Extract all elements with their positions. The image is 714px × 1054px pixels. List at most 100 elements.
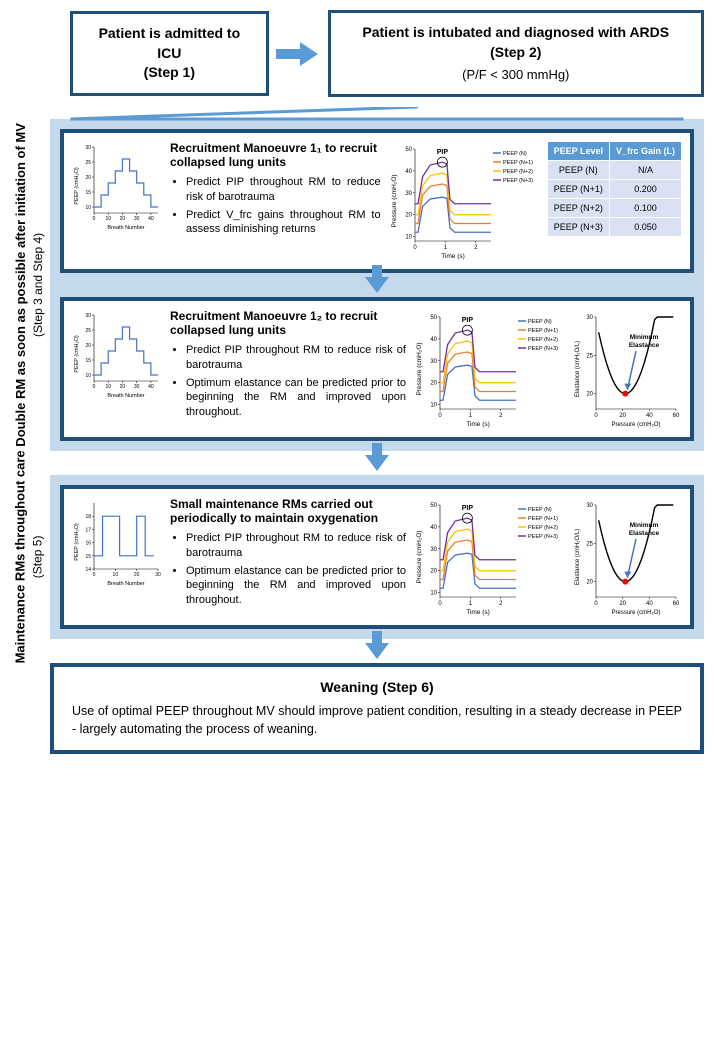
svg-text:0: 0 bbox=[594, 601, 598, 607]
peep-gain-table: PEEP Level V_frc Gain (L) PEEP (N)N/A PE… bbox=[547, 141, 682, 237]
arrow-right-icon bbox=[300, 42, 318, 66]
maintenance-section: Maintenance RMs throughout care (Step 5)… bbox=[10, 475, 704, 639]
svg-text:Elastance (cmH₂O/L): Elastance (cmH₂O/L) bbox=[575, 529, 581, 585]
table-cell: 0.050 bbox=[609, 218, 681, 237]
stage1-bullet2: Predict V_frc gains throughout RM to ass… bbox=[186, 208, 381, 237]
slash-connector bbox=[50, 109, 704, 119]
svg-text:50: 50 bbox=[430, 503, 437, 509]
svg-text:Elastance: Elastance bbox=[629, 342, 660, 349]
svg-text:15: 15 bbox=[85, 554, 91, 560]
stage3-title: Small maintenance RMs carried out period… bbox=[170, 497, 406, 525]
svg-text:50: 50 bbox=[405, 147, 412, 153]
svg-text:Time (s): Time (s) bbox=[441, 253, 465, 260]
svg-text:Pressure (cmH₂O): Pressure (cmH₂O) bbox=[612, 422, 661, 428]
side-label-double-rm-sub: (Step 3 and Step 4) bbox=[31, 233, 45, 337]
svg-text:Pressure (cmH₂O): Pressure (cmH₂O) bbox=[612, 610, 661, 616]
svg-text:20: 20 bbox=[85, 175, 91, 181]
table-cell: PEEP (N+1) bbox=[547, 180, 609, 199]
stage1-box: 1015202530010203040PEEP (cmH₂O)Breath Nu… bbox=[60, 129, 694, 273]
table-h2: V_frc Gain (L) bbox=[609, 142, 681, 161]
arrow-down-icon bbox=[365, 643, 389, 659]
side-label-maintenance-main: Maintenance RMs throughout care bbox=[13, 451, 28, 664]
svg-text:10: 10 bbox=[85, 205, 91, 211]
side-label-maintenance-sub: (Step 5) bbox=[31, 536, 45, 579]
weaning-title: Weaning (Step 6) bbox=[72, 679, 682, 695]
stage1-pressure-chart: 1020304050012Pressure (cmH₂O)Time (s)PIP… bbox=[389, 141, 539, 261]
svg-text:PEEP (N+2): PEEP (N+2) bbox=[528, 337, 558, 343]
stage2-mini-chart: 1015202530010203040PEEP (cmH₂O)Breath Nu… bbox=[72, 309, 162, 399]
svg-text:PEEP (N+2): PEEP (N+2) bbox=[528, 525, 558, 531]
step1-box: Patient is admitted to ICU (Step 1) bbox=[70, 11, 269, 96]
svg-text:0: 0 bbox=[413, 245, 417, 251]
stage2-text: Recruitment Manoeuvre 1₂ to recruit coll… bbox=[170, 309, 406, 422]
svg-text:25: 25 bbox=[85, 328, 91, 334]
stage1-mini-chart: 1015202530010203040PEEP (cmH₂O)Breath Nu… bbox=[72, 141, 162, 231]
stage3-box: 14151617180102030PEEP (cmH₂O)Breath Numb… bbox=[60, 485, 694, 629]
svg-text:40: 40 bbox=[646, 413, 653, 419]
svg-text:PIP: PIP bbox=[462, 506, 474, 513]
svg-text:10: 10 bbox=[430, 403, 437, 409]
svg-text:20: 20 bbox=[619, 601, 626, 607]
svg-text:25: 25 bbox=[586, 542, 593, 548]
svg-text:40: 40 bbox=[430, 337, 437, 343]
svg-text:17: 17 bbox=[85, 528, 91, 534]
stage3-elastance-chart: 2025300204060Elastance (cmH₂O/L)Pressure… bbox=[572, 497, 682, 617]
svg-text:PIP: PIP bbox=[436, 150, 448, 157]
svg-text:10: 10 bbox=[105, 384, 111, 390]
step2-box: Patient is intubated and diagnosed with … bbox=[328, 10, 704, 97]
svg-text:PEEP (N+2): PEEP (N+2) bbox=[503, 169, 533, 175]
stage3-text: Small maintenance RMs carried out period… bbox=[170, 497, 406, 610]
arrow-down-icon bbox=[365, 277, 389, 293]
svg-text:1: 1 bbox=[469, 601, 473, 607]
svg-text:10: 10 bbox=[85, 373, 91, 379]
svg-text:14: 14 bbox=[85, 567, 91, 573]
svg-text:PIP: PIP bbox=[462, 318, 474, 325]
svg-text:30: 30 bbox=[430, 359, 437, 365]
svg-text:20: 20 bbox=[85, 343, 91, 349]
step1-sub: (Step 1) bbox=[91, 63, 248, 83]
svg-text:Pressure (cmH₂O): Pressure (cmH₂O) bbox=[391, 175, 398, 228]
svg-text:30: 30 bbox=[134, 216, 140, 222]
svg-text:PEEP (N+1): PEEP (N+1) bbox=[503, 160, 533, 166]
svg-text:PEEP (cmH₂O): PEEP (cmH₂O) bbox=[74, 167, 80, 205]
arrow-down-icon bbox=[365, 455, 389, 471]
table-cell: PEEP (N+3) bbox=[547, 218, 609, 237]
svg-text:Time (s): Time (s) bbox=[466, 421, 490, 428]
svg-text:30: 30 bbox=[134, 384, 140, 390]
stage3-mini-chart: 14151617180102030PEEP (cmH₂O)Breath Numb… bbox=[72, 497, 162, 587]
side-label-double-rm-main: Double RM as soon as possible after init… bbox=[13, 124, 28, 448]
svg-text:20: 20 bbox=[120, 384, 126, 390]
svg-text:PEEP (N+3): PEEP (N+3) bbox=[503, 178, 533, 184]
svg-text:40: 40 bbox=[646, 601, 653, 607]
svg-text:20: 20 bbox=[586, 580, 593, 586]
side-label-double-rm: Double RM as soon as possible after init… bbox=[10, 119, 50, 451]
svg-text:0: 0 bbox=[594, 413, 598, 419]
svg-text:25: 25 bbox=[586, 354, 593, 360]
svg-text:20: 20 bbox=[430, 381, 437, 387]
maintenance-wrap: 14151617180102030PEEP (cmH₂O)Breath Numb… bbox=[50, 475, 704, 639]
svg-text:PEEP (N+1): PEEP (N+1) bbox=[528, 516, 558, 522]
table-h1: PEEP Level bbox=[547, 142, 609, 161]
svg-text:15: 15 bbox=[85, 190, 91, 196]
svg-text:Minimum: Minimum bbox=[630, 522, 659, 529]
svg-text:25: 25 bbox=[85, 160, 91, 166]
top-row: Patient is admitted to ICU (Step 1) Pati… bbox=[70, 10, 704, 97]
stage3-bullet2: Optimum elastance can be predicted prior… bbox=[186, 564, 406, 607]
svg-text:50: 50 bbox=[430, 315, 437, 321]
svg-text:10: 10 bbox=[113, 572, 119, 578]
svg-text:0: 0 bbox=[93, 572, 96, 578]
svg-text:1: 1 bbox=[469, 413, 473, 419]
double-rm-section: Double RM as soon as possible after init… bbox=[10, 119, 704, 451]
svg-text:40: 40 bbox=[405, 169, 412, 175]
weaning-body: Use of optimal PEEP throughout MV should… bbox=[72, 703, 682, 738]
step2-sub: (P/F < 300 mmHg) bbox=[349, 66, 683, 84]
svg-text:PEEP (cmH₂O): PEEP (cmH₂O) bbox=[74, 335, 80, 373]
step1-title: Patient is admitted to ICU bbox=[91, 24, 248, 63]
svg-text:20: 20 bbox=[405, 213, 412, 219]
side-label-maintenance: Maintenance RMs throughout care (Step 5) bbox=[10, 475, 50, 639]
weaning-box: Weaning (Step 6) Use of optimal PEEP thr… bbox=[50, 663, 704, 754]
svg-text:2: 2 bbox=[474, 245, 478, 251]
svg-text:Breath Number: Breath Number bbox=[107, 393, 144, 399]
table-cell: 0.200 bbox=[609, 180, 681, 199]
svg-text:40: 40 bbox=[148, 216, 154, 222]
